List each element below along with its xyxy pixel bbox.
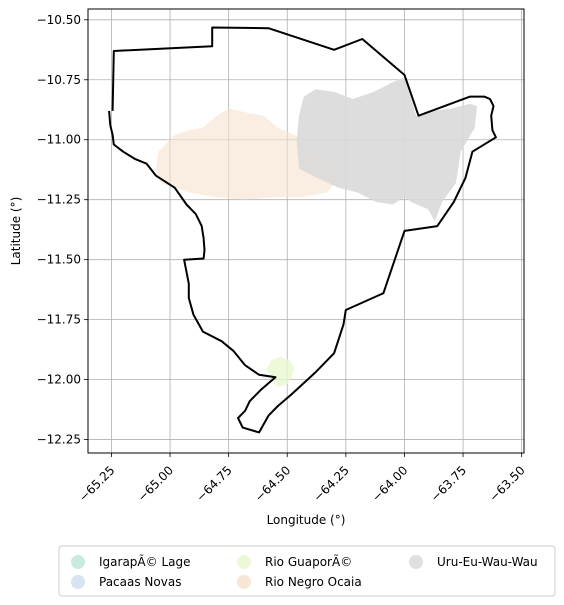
legend-frame — [58, 545, 556, 597]
boundary-line — [108, 26, 497, 434]
plot-area — [88, 9, 524, 453]
y-tick-label-7: −12.25 — [37, 433, 81, 447]
x-tick-label-3: −64.50 — [252, 463, 293, 504]
y-axis-ticks: −10.50 −10.75 −11.00 −11.25 −11.50 −11.75 −12.… — [37, 13, 88, 447]
x-axis-ticks: −65.25 −65.00 −64.75 −64.50 −64.25 −64.00 −63.… — [76, 453, 528, 505]
legend-label-1: Pacaas Novas — [99, 575, 181, 589]
legend-swatch-4 — [409, 555, 423, 569]
protected-areas — [156, 77, 478, 387]
plot-frame — [87, 8, 525, 454]
state-boundary — [108, 26, 497, 434]
legend-swatch-1 — [71, 575, 85, 589]
legend-swatch-2 — [237, 555, 251, 569]
y-tick-label-5: −11.75 — [37, 313, 81, 327]
legend-swatch-3 — [237, 575, 251, 589]
area-4 — [296, 77, 478, 222]
legend: IgarapÃ© Lage Pacaas Novas Rio GuaporÃ© Rio… — [58, 545, 556, 597]
y-axis-label: Latitude (°) — [9, 197, 23, 266]
legend-label-3: Rio Negro Ocaia — [265, 575, 362, 589]
y-tick-label-1: −10.75 — [37, 73, 81, 87]
legend-label-0: IgarapÃ© Lage — [99, 554, 190, 569]
y-tick-label-0: −10.50 — [37, 13, 81, 27]
x-tick-label-2: −64.75 — [193, 463, 234, 504]
legend-label-2: Rio GuaporÃ© — [265, 554, 352, 569]
y-tick-label-2: −11.00 — [37, 133, 81, 147]
x-tick-label-1: −65.00 — [135, 463, 176, 504]
area-3 — [156, 108, 339, 200]
legend-label-4: Uru-Eu-Wau-Wau — [437, 555, 538, 569]
y-tick-label-3: −11.25 — [37, 193, 81, 207]
x-axis-label: Longitude (°) — [267, 513, 346, 527]
y-tick-label-6: −12.00 — [37, 373, 81, 387]
x-tick-label-0: −65.25 — [76, 463, 117, 504]
legend-swatch-0 — [71, 555, 85, 569]
x-tick-label-7: −63.50 — [486, 463, 527, 504]
y-tick-label-4: −11.50 — [37, 253, 81, 267]
x-tick-label-6: −63.75 — [428, 463, 469, 504]
x-tick-label-5: −64.00 — [369, 463, 410, 504]
x-tick-label-4: −64.25 — [311, 463, 352, 504]
